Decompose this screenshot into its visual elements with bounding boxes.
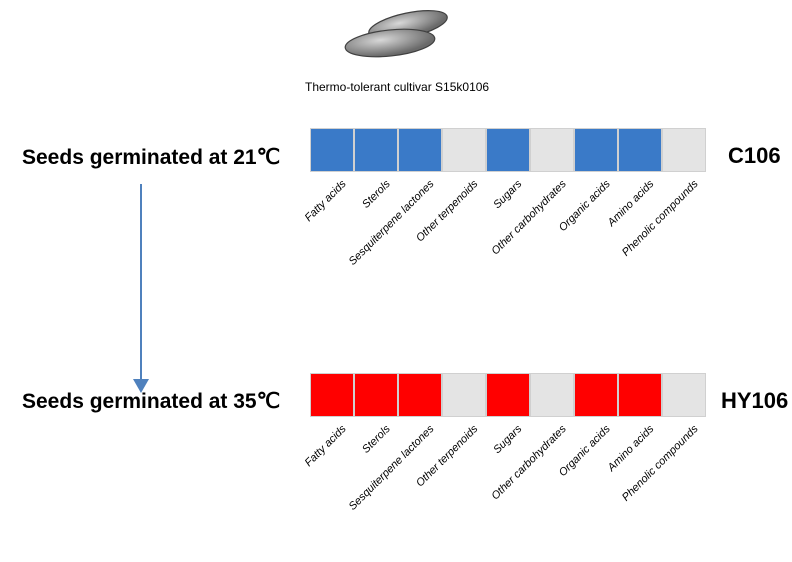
condition-35c: Seeds germinated at 35℃ xyxy=(22,389,280,414)
category-cell xyxy=(530,128,574,172)
category-cell xyxy=(574,373,618,417)
transition-arrow xyxy=(140,184,142,379)
category-cell xyxy=(310,128,354,172)
category-cell xyxy=(618,373,662,417)
category-cell xyxy=(486,373,530,417)
category-cell xyxy=(618,128,662,172)
category-row-c106 xyxy=(310,128,706,172)
category-cell xyxy=(354,373,398,417)
category-cell xyxy=(442,373,486,417)
cultivar-label: Thermo-tolerant cultivar S15k0106 xyxy=(305,80,489,94)
category-cell xyxy=(662,128,706,172)
condition-21c: Seeds germinated at 21℃ xyxy=(22,145,280,170)
category-cell xyxy=(442,128,486,172)
category-cell xyxy=(354,128,398,172)
category-cell xyxy=(398,128,442,172)
seed-illustration xyxy=(338,5,458,50)
category-cell xyxy=(310,373,354,417)
category-row-hy106 xyxy=(310,373,706,417)
category-cell xyxy=(530,373,574,417)
category-cell xyxy=(574,128,618,172)
category-cell xyxy=(662,373,706,417)
sample-c106: C106 xyxy=(728,143,781,169)
sample-hy106: HY106 xyxy=(721,388,788,414)
category-cell xyxy=(486,128,530,172)
category-cell xyxy=(398,373,442,417)
